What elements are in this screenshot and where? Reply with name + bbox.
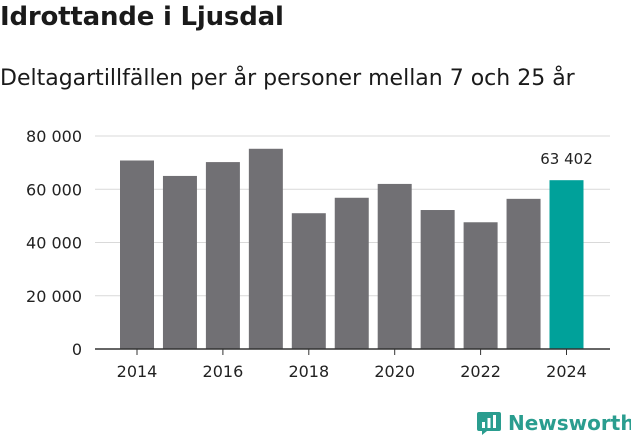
brand-name: Newsworthy: [508, 411, 631, 435]
x-tick-label: 2018: [288, 362, 329, 381]
y-tick-label: 80 000: [26, 127, 82, 146]
x-tick-label: 2016: [203, 362, 244, 381]
data-label: 63 402: [540, 150, 593, 168]
chart-subtitle: Deltagartillfällen per år personer mella…: [0, 66, 575, 91]
bar-highlight: [549, 180, 584, 349]
x-tick-label: 2022: [460, 362, 501, 381]
y-tick-label: 20 000: [26, 287, 82, 306]
chart-title: Idrottande i Ljusdal: [0, 2, 284, 32]
x-tick-label: 2014: [117, 362, 158, 381]
y-tick-label: 0: [72, 340, 82, 359]
bar: [248, 148, 283, 349]
bar: [205, 162, 240, 349]
bar: [420, 210, 455, 349]
bar: [463, 222, 498, 349]
bar: [162, 175, 197, 349]
bar: [334, 197, 369, 349]
bar: [291, 213, 326, 349]
x-tick-label: 2020: [374, 362, 415, 381]
bar: [377, 183, 412, 349]
bar: [120, 160, 154, 349]
brand-logo: Newsworthy: [476, 408, 631, 438]
y-tick-label: 60 000: [26, 180, 82, 199]
y-tick-label: 40 000: [26, 234, 82, 253]
newsworthy-logo-icon: [477, 412, 501, 435]
bar: [506, 198, 541, 349]
x-tick-label: 2024: [546, 362, 587, 381]
